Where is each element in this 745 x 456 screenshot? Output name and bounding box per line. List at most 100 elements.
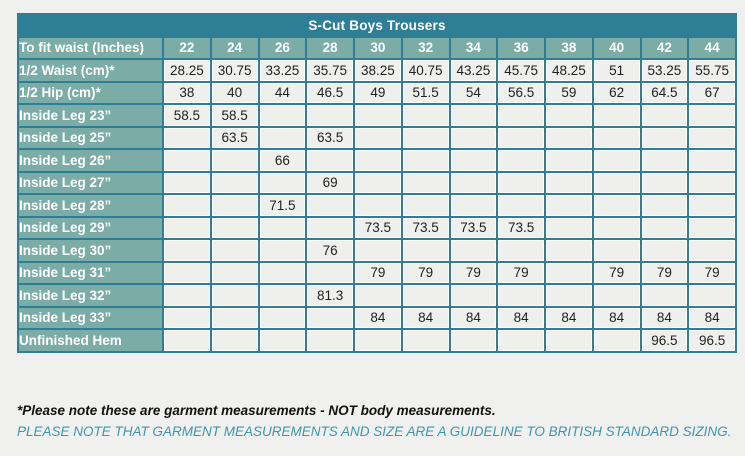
measurement-cell: 38.25 [353, 58, 403, 83]
measurement-cell [305, 260, 355, 285]
measurement-cell [544, 170, 594, 195]
measurement-cell [162, 125, 212, 150]
measurement-cell: 35.75 [305, 58, 355, 83]
measurement-cell [400, 103, 451, 128]
measurement-cell [591, 283, 642, 308]
measurement-cell [639, 193, 690, 218]
table-row: Inside Leg 30” 76 [17, 238, 737, 263]
size-col-header: 22 [162, 35, 212, 60]
measurement-cell: 84 [496, 305, 546, 330]
row-label: Inside Leg 25” [17, 125, 164, 150]
measurement-cell: 79 [639, 260, 690, 285]
size-col-header: 44 [687, 35, 737, 60]
measurement-cell [353, 328, 403, 353]
waist-header-label: To fit waist (Inches) [17, 35, 164, 60]
row-label: Inside Leg 33” [17, 305, 164, 330]
size-col-header: 38 [544, 35, 594, 60]
measurement-cell: 49 [353, 80, 403, 105]
table-row: Inside Leg 32” 81.3 [17, 283, 737, 308]
measurement-cell: 73.5 [448, 215, 499, 240]
measurement-cell: 51.5 [400, 80, 451, 105]
measurement-cell [591, 238, 642, 263]
measurement-cell [353, 148, 403, 173]
measurement-cell [305, 148, 355, 173]
measurement-cell: 59 [544, 80, 594, 105]
size-chart-table: S-Cut Boys Trousers To fit waist (Inches… [17, 13, 737, 353]
measurement-cell [544, 103, 594, 128]
measurement-cell [353, 103, 403, 128]
measurement-cell: 79 [591, 260, 642, 285]
table-row: Inside Leg 29” 73.5 73.5 73.5 73.5 [17, 215, 737, 240]
measurement-cell: 84 [687, 305, 737, 330]
row-label: Inside Leg 26” [17, 148, 164, 173]
measurement-cell [400, 125, 451, 150]
measurement-cell [544, 283, 594, 308]
size-chart-body: 1/2 Waist (cm)* 28.25 30.75 33.25 35.75 38.25… [17, 58, 737, 353]
measurement-cell [209, 260, 260, 285]
measurement-cell [162, 170, 212, 195]
measurement-cell [162, 215, 212, 240]
measurement-cell [544, 125, 594, 150]
table-row: Inside Leg 26” 66 [17, 148, 737, 173]
measurement-cell [162, 305, 212, 330]
measurement-cell: 69 [305, 170, 355, 195]
measurement-cell [496, 148, 546, 173]
measurement-cell [305, 305, 355, 330]
measurement-cell [353, 283, 403, 308]
measurement-cell [544, 328, 594, 353]
row-label: Inside Leg 23” [17, 103, 164, 128]
measurement-cell [353, 125, 403, 150]
measurement-cell [687, 215, 737, 240]
measurement-cell [257, 103, 308, 128]
measurement-cell [162, 148, 212, 173]
row-label: 1/2 Hip (cm)* [17, 80, 164, 105]
measurement-cell [591, 103, 642, 128]
measurement-cell [305, 328, 355, 353]
table-row: Inside Leg 33” 84 84 84 84 84 84 84 84 [17, 305, 737, 330]
measurement-cell [448, 170, 499, 195]
measurement-cell: 84 [400, 305, 451, 330]
measurement-cell: 73.5 [496, 215, 546, 240]
measurement-cell [400, 170, 451, 195]
measurement-cell: 84 [591, 305, 642, 330]
measurement-cell: 96.5 [639, 328, 690, 353]
measurement-cell [162, 283, 212, 308]
measurement-cell: 33.25 [257, 58, 308, 83]
measurement-cell [257, 328, 308, 353]
measurement-cell: 45.75 [496, 58, 546, 83]
measurement-cell: 81.3 [305, 283, 355, 308]
measurement-cell [400, 238, 451, 263]
row-label: Inside Leg 27” [17, 170, 164, 195]
measurement-cell [257, 305, 308, 330]
measurement-cell [544, 238, 594, 263]
row-label: Inside Leg 29” [17, 215, 164, 240]
row-label: 1/2 Waist (cm)* [17, 58, 164, 83]
table-row: Inside Leg 28” 71.5 [17, 193, 737, 218]
measurement-cell: 55.75 [687, 58, 737, 83]
measurement-cell [257, 283, 308, 308]
measurement-cell: 58.5 [209, 103, 260, 128]
measurement-cell: 71.5 [257, 193, 308, 218]
british-standard-sizing-note: PLEASE NOTE THAT GARMENT MEASUREMENTS AN… [17, 424, 732, 439]
measurement-cell [687, 283, 737, 308]
measurement-cell: 63.5 [305, 125, 355, 150]
measurement-cell: 73.5 [400, 215, 451, 240]
measurement-cell [544, 193, 594, 218]
size-col-header: 28 [305, 35, 355, 60]
size-header-row: To fit waist (Inches) 22 24 26 28 30 32 34 36 38… [17, 35, 737, 60]
measurement-cell: 48.25 [544, 58, 594, 83]
row-label: Inside Leg 30” [17, 238, 164, 263]
measurement-cell [639, 125, 690, 150]
measurement-cell [209, 215, 260, 240]
measurement-cell [591, 215, 642, 240]
measurement-cell [687, 125, 737, 150]
measurement-cell [162, 193, 212, 218]
measurement-cell: 73.5 [353, 215, 403, 240]
measurement-cell [400, 283, 451, 308]
measurement-cell [639, 103, 690, 128]
measurement-cell [209, 305, 260, 330]
measurement-cell [353, 238, 403, 263]
measurement-cell: 79 [353, 260, 403, 285]
measurement-cell [209, 238, 260, 263]
measurement-cell: 79 [687, 260, 737, 285]
